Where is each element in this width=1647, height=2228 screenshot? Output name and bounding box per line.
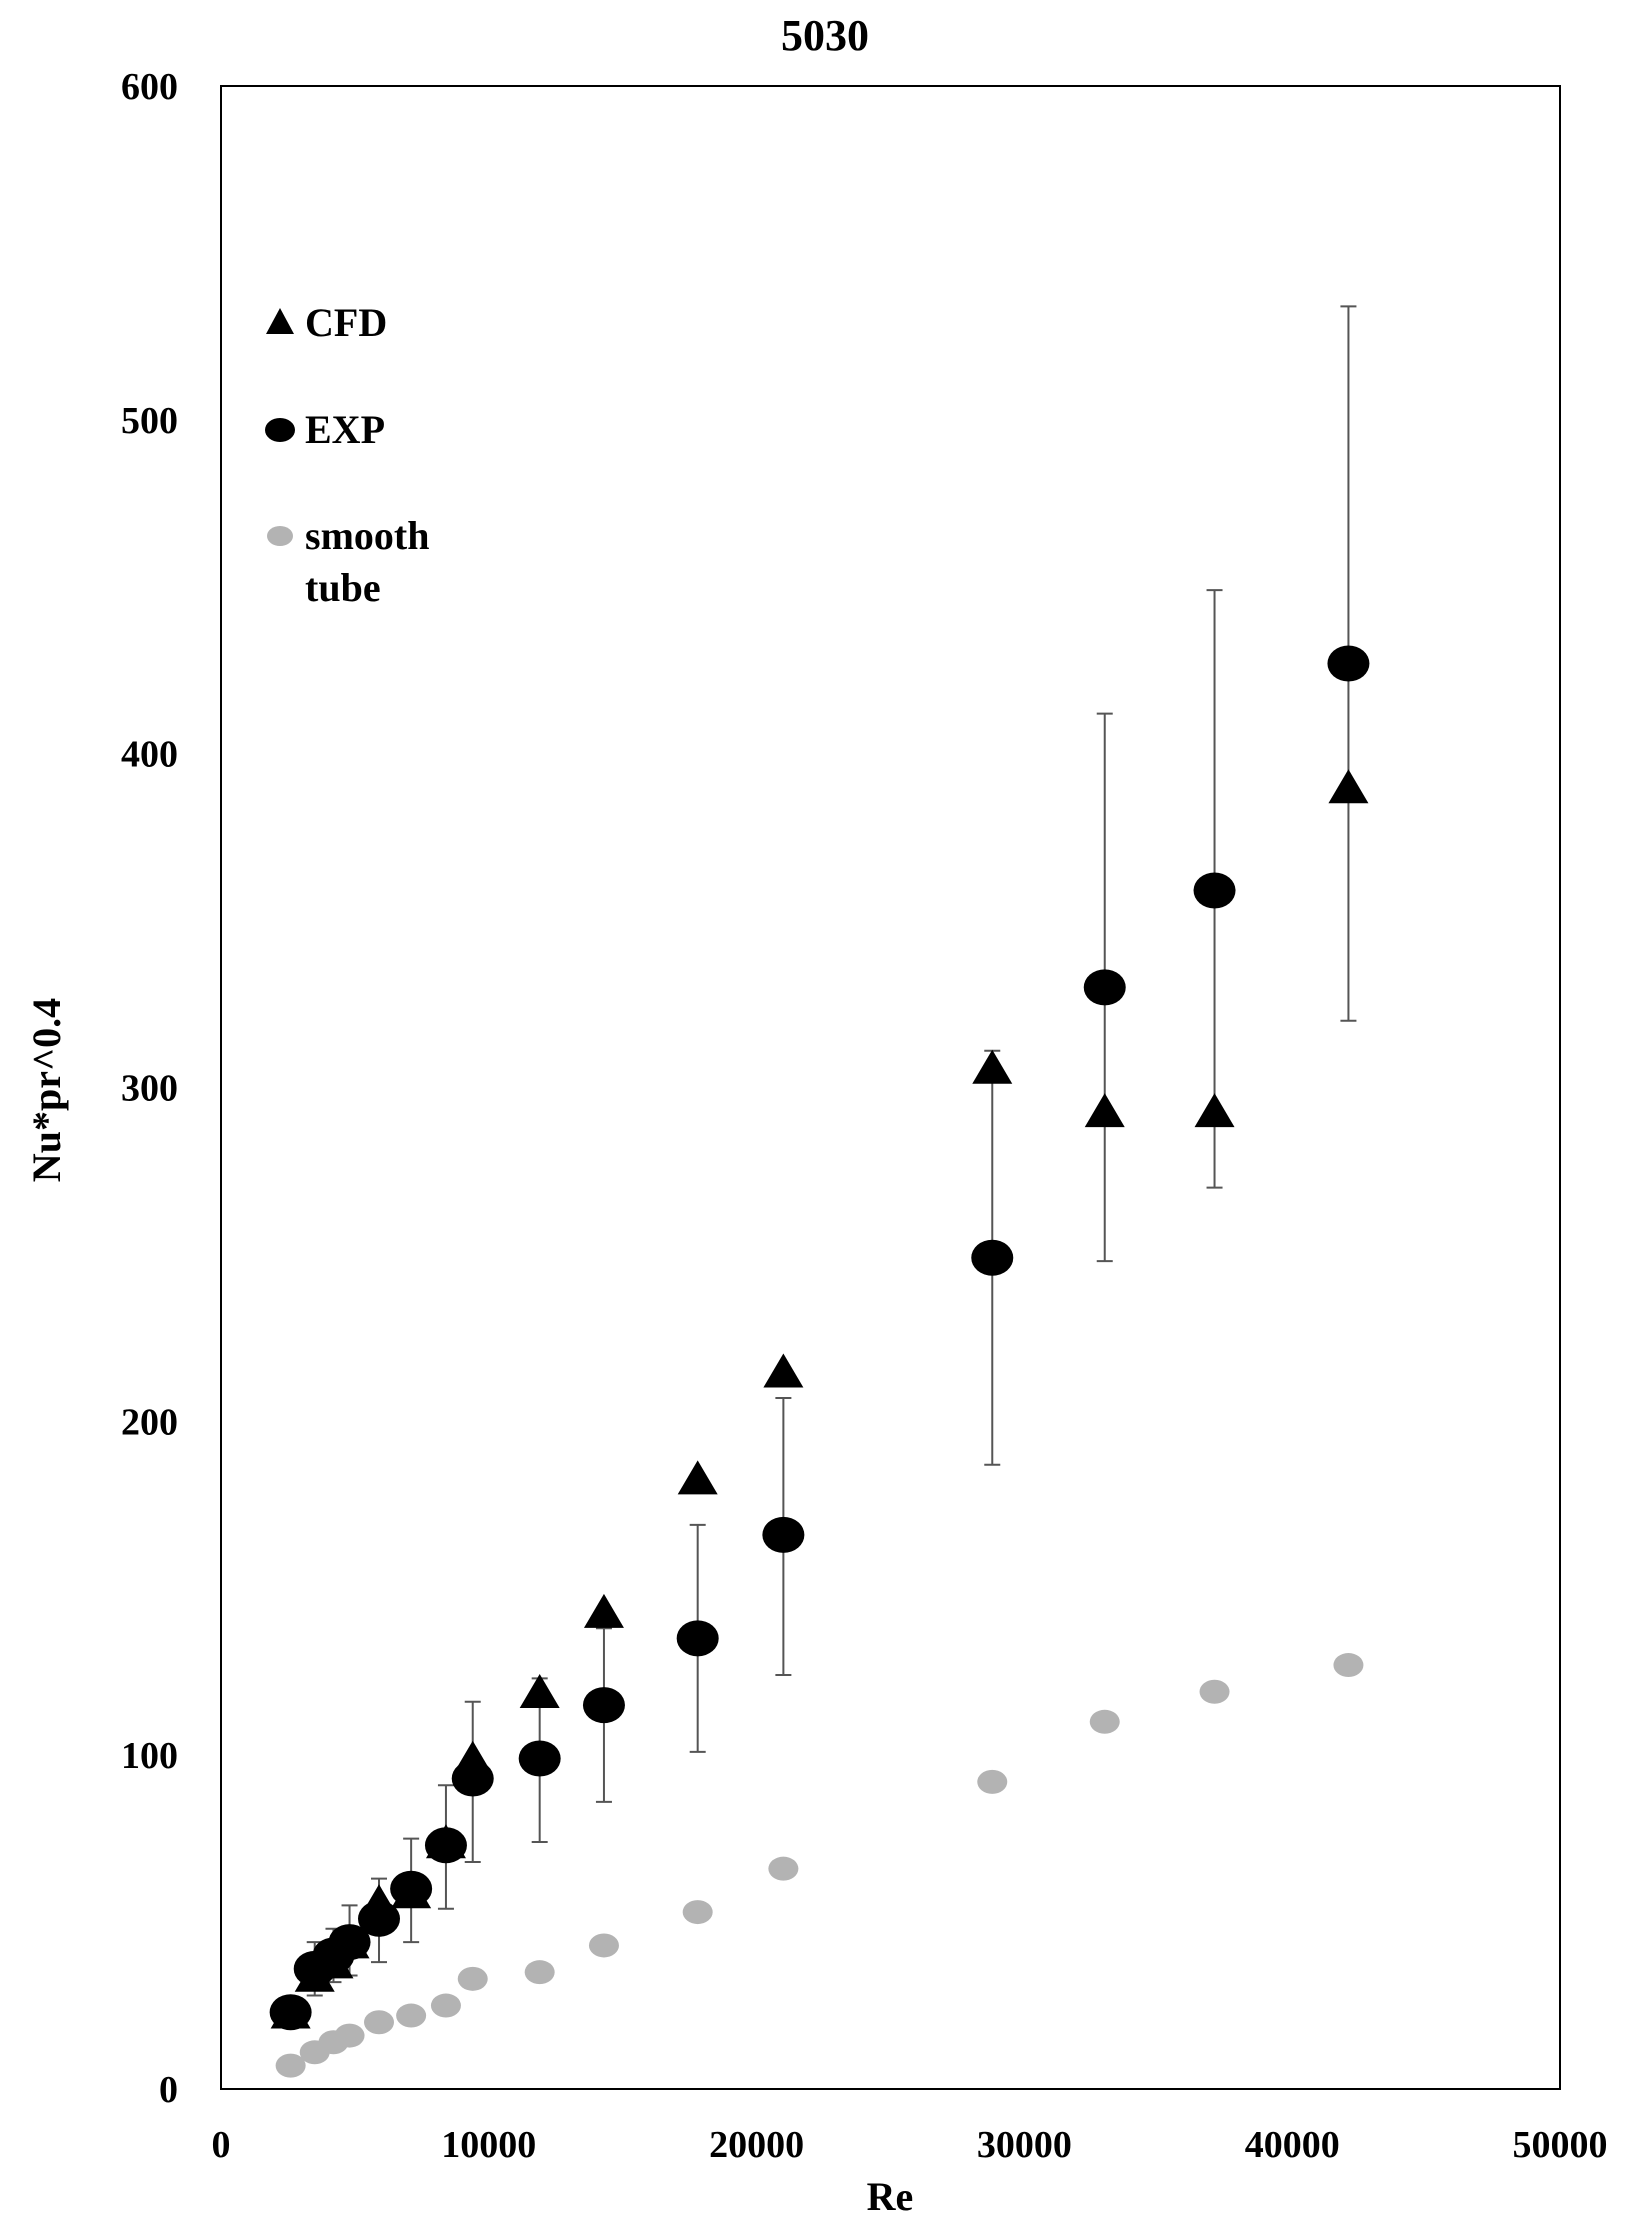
legend-marker-cfd (266, 308, 294, 334)
y-tick-label: 300 (121, 1068, 178, 1110)
smooth-tube-point (364, 2010, 395, 2035)
smooth-tube-point (1333, 1653, 1364, 1678)
smooth-tube-point (1089, 1709, 1120, 1734)
y-tick-label: 200 (121, 1401, 178, 1443)
cfd-point (972, 1049, 1013, 1084)
data-marks (269, 645, 1370, 2078)
exp-point (1327, 645, 1370, 682)
smooth-tube-point (682, 1900, 713, 1925)
y-tick-label: 600 (121, 66, 178, 108)
exp-point (762, 1516, 805, 1553)
exp-point (971, 1239, 1014, 1276)
legend-label: smooth tube (305, 513, 429, 610)
smooth-tube-point (768, 1856, 799, 1881)
smooth-tube-point (430, 1993, 461, 2018)
smooth-tube-point (334, 2023, 365, 2048)
exp-point (424, 1827, 467, 1864)
x-tick-label: 10000 (441, 2124, 536, 2166)
cfd-point (1194, 1093, 1235, 1128)
plot-area (220, 85, 1561, 2090)
x-axis-title: Re (867, 2174, 914, 2219)
smooth-tube-point (275, 2053, 306, 2078)
smooth-tube-point (524, 1960, 555, 1985)
exp-point (451, 1760, 494, 1797)
exp-point (390, 1870, 433, 1907)
legend-marker-smooth-tube (267, 526, 293, 546)
y-axis-title: Nu*pr^0.4 (24, 998, 69, 1182)
smooth-tube-point (1199, 1679, 1230, 1704)
cfd-point (1084, 1093, 1125, 1128)
x-tick-label: 30000 (977, 2124, 1072, 2166)
error-bars (282, 305, 1357, 2024)
exp-point (518, 1740, 561, 1777)
x-tick-label: 50000 (1513, 2124, 1608, 2166)
y-tick-label: 100 (121, 1735, 178, 1777)
exp-point (269, 1994, 312, 2031)
cfd-point (1328, 769, 1369, 804)
y-tick-label: 400 (121, 734, 178, 776)
cfd-point (677, 1460, 718, 1495)
legend-label: CFD (305, 300, 387, 345)
smooth-tube-point (396, 2003, 427, 2028)
exp-point (328, 1924, 371, 1961)
y-tick-label: 0 (159, 2069, 178, 2111)
tick-labels: 0 10000 20000 30000 40000 50000 0 100 200 300 400 5… (121, 66, 1608, 2166)
y-tick-label: 500 (121, 400, 178, 442)
x-tick-label: 0 (212, 2124, 231, 2166)
smooth-tube-point (457, 1966, 488, 1991)
legend-label-line: smooth (305, 513, 429, 558)
x-tick-label: 40000 (1245, 2124, 1340, 2166)
smooth-tube-point (977, 1769, 1008, 1794)
exp-point (1083, 969, 1126, 1006)
exp-point (582, 1687, 625, 1724)
exp-point (676, 1620, 719, 1657)
exp-point (358, 1900, 401, 1937)
cfd-point (519, 1673, 560, 1708)
cfd-point (583, 1593, 624, 1628)
legend-label-line: tube (305, 565, 381, 610)
cfd-point (763, 1353, 804, 1388)
legend-label: EXP (305, 407, 385, 452)
smooth-tube-point (588, 1933, 619, 1958)
exp-point (1193, 872, 1236, 909)
chart-title: 5030 (781, 11, 869, 60)
x-tick-label: 20000 (709, 2124, 804, 2166)
legend: CFD EXP smooth tube (265, 300, 429, 610)
legend-marker-exp (265, 418, 295, 442)
